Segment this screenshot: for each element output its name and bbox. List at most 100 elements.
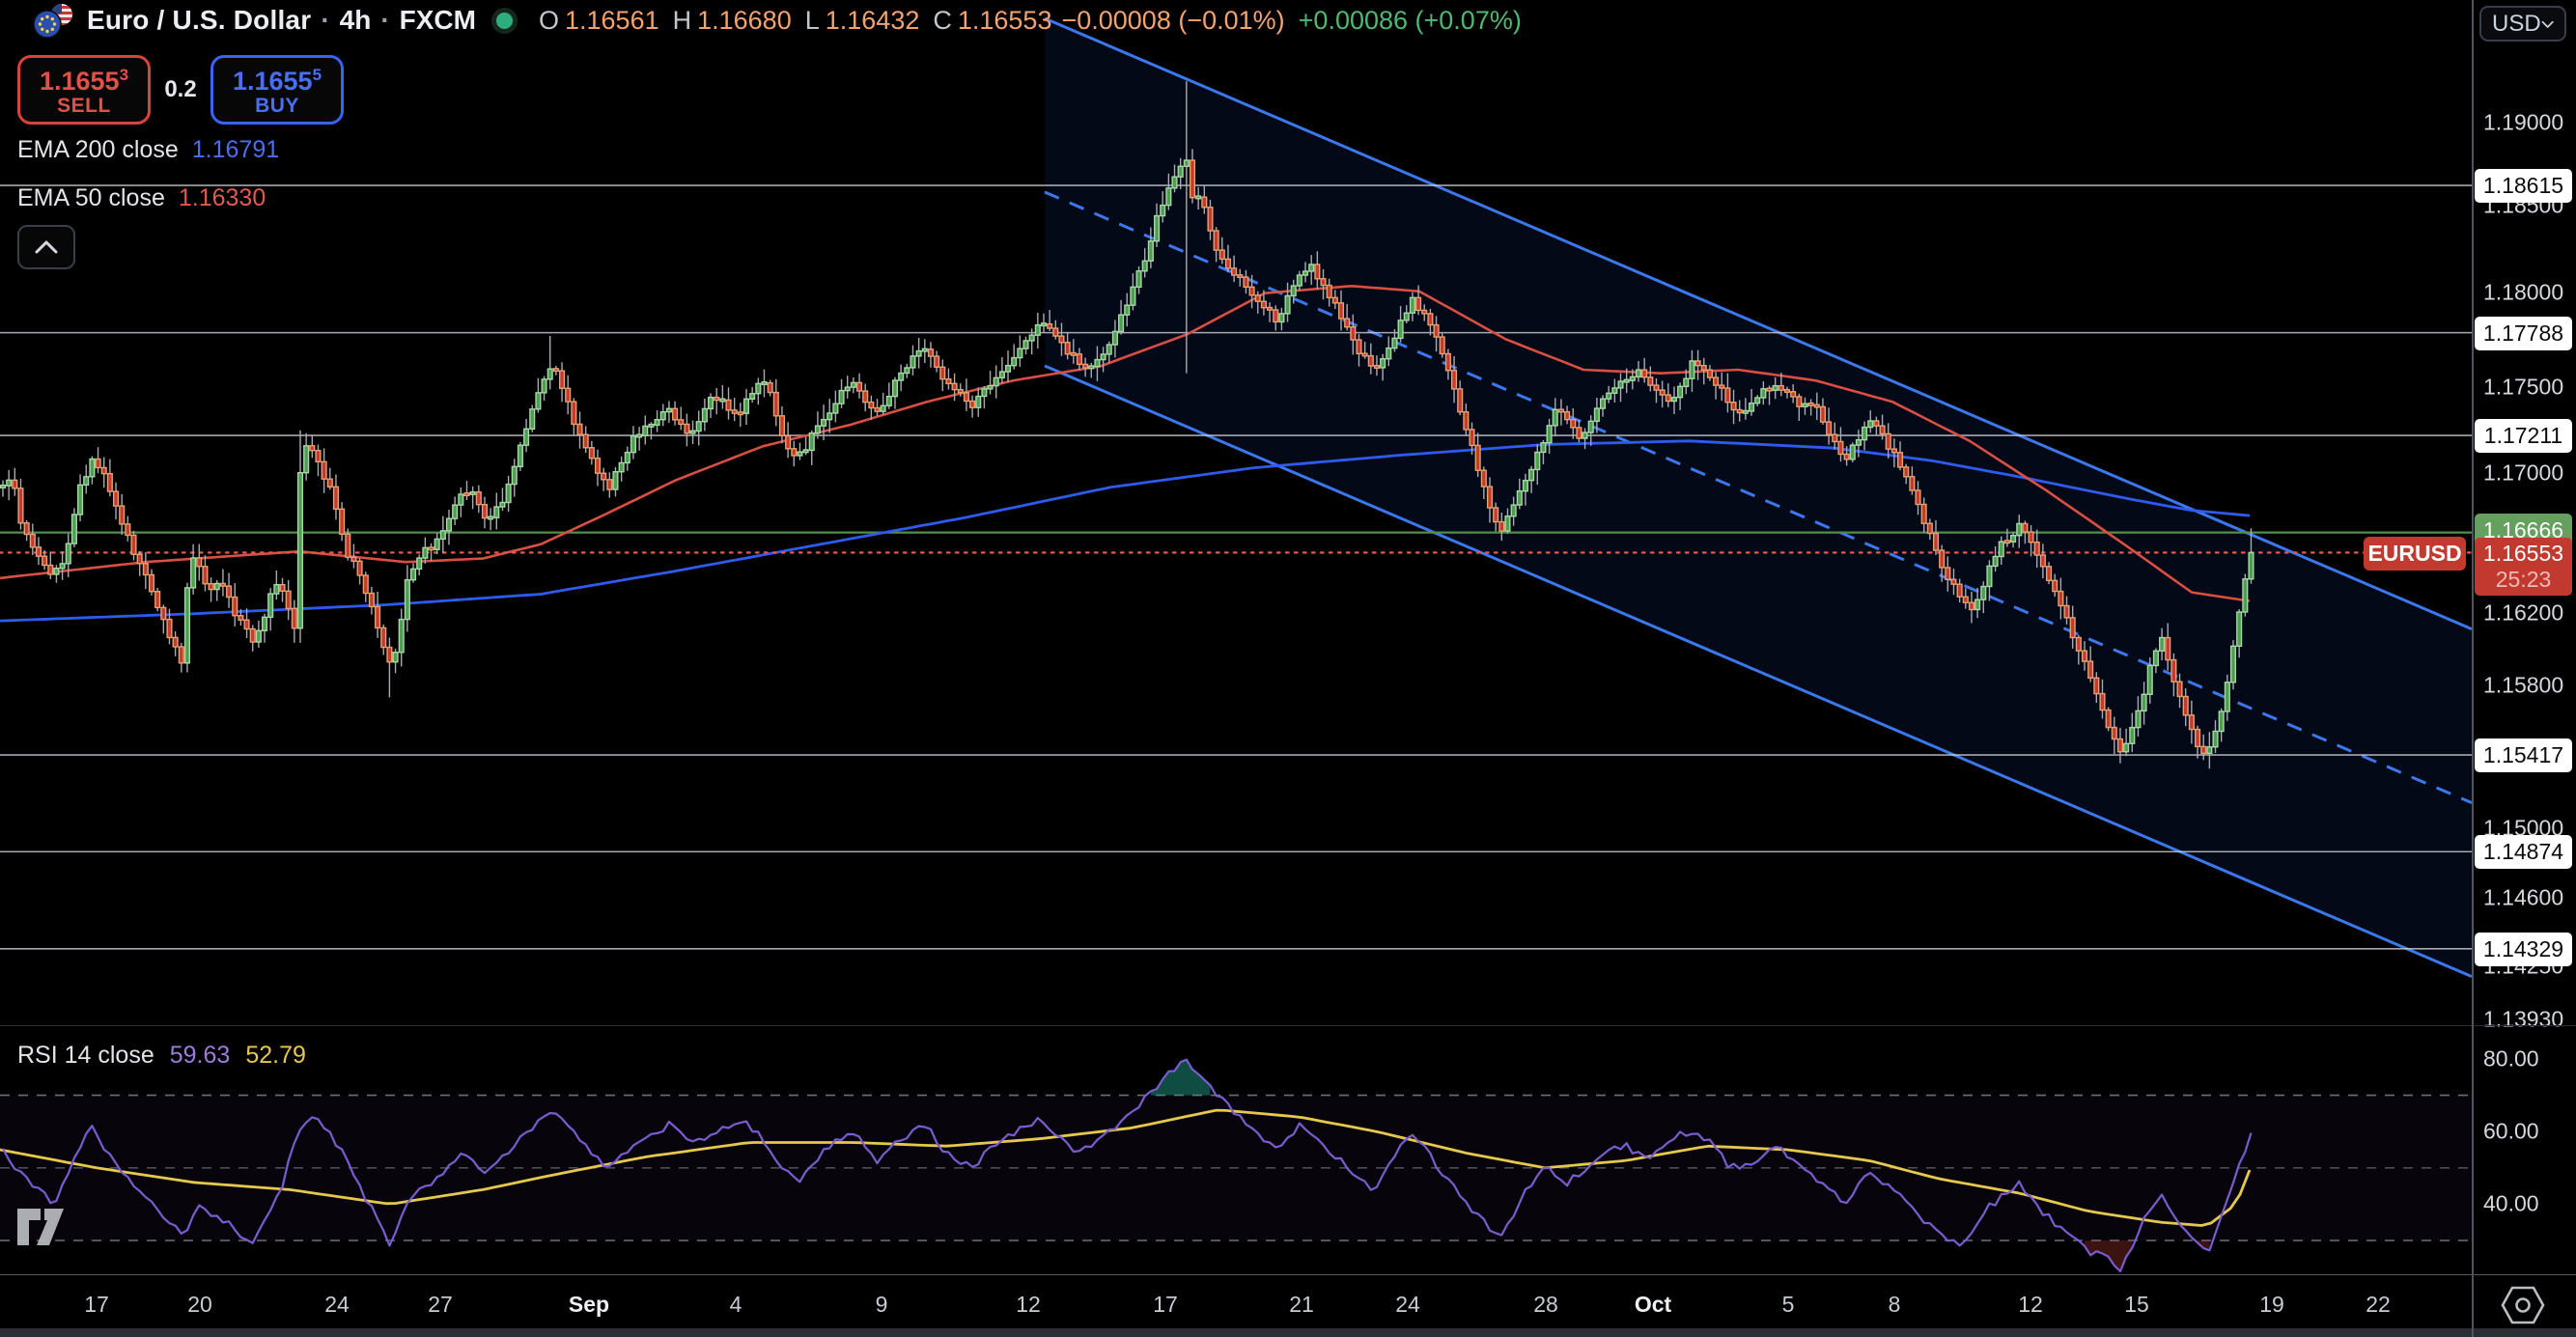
change-value: −0.00008 (−0.01%) — [1061, 5, 1285, 35]
time-tick-label: 24 — [1395, 1292, 1420, 1317]
price-tick-label: 1.19000 — [2483, 109, 2564, 135]
price-tick-label: 1.17500 — [2483, 374, 2564, 400]
rsi-tick-label: 80.00 — [2483, 1045, 2539, 1072]
time-tick-label: 20 — [187, 1292, 212, 1317]
rsi-ma-value: 52.79 — [245, 1042, 306, 1069]
low-label: L — [804, 5, 820, 35]
separator-dot: · — [380, 5, 390, 35]
ohlc-values: O 1.16561 H 1.16680 L 1.16432 C 1.16553 — [539, 6, 1051, 36]
time-tick-label: Oct — [1634, 1292, 1672, 1317]
ema50-legend[interactable]: EMA 50 close 1.16330 — [17, 184, 266, 212]
sell-price: 1.1655 — [39, 67, 120, 96]
exchange-button[interactable]: FXCM — [399, 5, 476, 35]
time-tick-label: 22 — [2366, 1292, 2391, 1317]
time-tick-label: 17 — [84, 1292, 109, 1317]
price-tick-label: 1.18000 — [2483, 279, 2564, 305]
time-tick-label: Sep — [568, 1292, 610, 1317]
collapse-legend-button[interactable] — [17, 225, 75, 269]
time-tick-label: 5 — [1781, 1292, 1795, 1317]
time-tick-label: 9 — [875, 1292, 888, 1317]
symbol-price-label[interactable]: EURUSD — [2364, 537, 2466, 571]
level-price-badge[interactable]: 1.14329 — [2475, 932, 2572, 966]
symbol-title-button[interactable]: Euro / U.S. Dollar — [87, 5, 312, 35]
open-value: 1.16561 — [565, 5, 659, 35]
trade-panel: 1.16553 SELL 0.2 1.16555 BUY — [17, 55, 344, 125]
price-tick-label: 1.15800 — [2483, 672, 2564, 698]
level-price-badge[interactable]: 1.18615 — [2475, 169, 2572, 204]
time-tick-label: 28 — [1533, 1292, 1558, 1317]
chart-canvas[interactable] — [0, 0, 2472, 1337]
chevron-up-icon — [35, 240, 58, 254]
time-tick-label: 8 — [1888, 1292, 1901, 1317]
symbol-header: Euro / U.S. Dollar · 4h · FXCM O 1.16561 … — [33, 3, 1522, 39]
rsi-tick-label: 60.00 — [2483, 1118, 2539, 1144]
bar-countdown: 25:23 — [2495, 567, 2552, 593]
level-price-badge[interactable]: 1.17788 — [2475, 316, 2572, 350]
ema50-label: EMA 50 close — [17, 184, 165, 211]
buy-price: 1.1655 — [232, 67, 313, 96]
market-status-icon[interactable] — [490, 7, 518, 34]
extended-change-value: +0.00086 (+0.07%) — [1298, 5, 1522, 35]
price-scale[interactable]: USD 1.19000 1.18500 1.18000 1.17500 1.17000 1… — [2472, 0, 2576, 1337]
time-tick-label: 12 — [1016, 1292, 1041, 1317]
time-tick-label: 19 — [2259, 1292, 2284, 1317]
ema200-value: 1.16791 — [191, 136, 280, 163]
rsi-value: 59.63 — [169, 1042, 231, 1069]
candles — [0, 81, 2254, 769]
ema200-label: EMA 200 close — [17, 136, 179, 163]
sell-label: SELL — [57, 95, 111, 117]
symbol-flags-icon — [33, 4, 72, 39]
trend-channel — [1044, 16, 2472, 978]
buy-price-sup: 5 — [312, 66, 322, 84]
ema50-value: 1.16330 — [178, 184, 266, 211]
time-tick-label: 27 — [428, 1292, 453, 1317]
time-axis[interactable]: 17 20 24 27 Sep 4 9 12 17 21 24 28 Oct 5 8 12 15 19 22 — [0, 1275, 2576, 1328]
level-price-badge[interactable]: 1.15417 — [2475, 738, 2572, 773]
level-price-badge[interactable]: 1.14874 — [2475, 835, 2572, 870]
close-label: C — [933, 5, 952, 35]
tradingview-logo-icon[interactable] — [15, 1205, 66, 1254]
time-tick-label: 4 — [729, 1292, 742, 1317]
horizontal-scrollbar[interactable] — [0, 1328, 2576, 1337]
scale-border — [2472, 0, 2474, 1337]
low-value: 1.16432 — [825, 5, 920, 35]
price-tick-label: 1.17000 — [2483, 460, 2564, 486]
rsi-label: RSI 14 close — [17, 1042, 154, 1069]
currency-selector[interactable]: USD — [2479, 6, 2566, 42]
ema200-legend[interactable]: EMA 200 close 1.16791 — [17, 136, 279, 164]
time-tick-label: 21 — [1289, 1292, 1314, 1317]
high-label: H — [672, 5, 692, 35]
spread-value: 0.2 — [164, 76, 197, 102]
price-levels — [0, 184, 2472, 950]
sell-price-sup: 3 — [119, 66, 129, 84]
axis-separator — [0, 1274, 2576, 1275]
open-label: O — [538, 5, 559, 35]
moving-averages — [0, 285, 2251, 623]
high-value: 1.16680 — [697, 5, 792, 35]
rsi-plot — [0, 1058, 2253, 1273]
rsi-legend[interactable]: RSI 14 close 59.63 52.79 — [17, 1042, 306, 1070]
rsi-tick-label: 40.00 — [2483, 1190, 2539, 1216]
price-tick-label: 1.14600 — [2483, 884, 2564, 910]
sell-button[interactable]: 1.16553 SELL — [17, 55, 151, 125]
time-tick-label: 24 — [324, 1292, 350, 1317]
buy-label: BUY — [255, 95, 299, 117]
current-price-badge[interactable]: 1.16553 25:23 — [2475, 538, 2572, 597]
interval-button[interactable]: 4h — [339, 5, 372, 35]
pane-separator[interactable] — [0, 1025, 2576, 1026]
currency-value: USD — [2492, 10, 2541, 37]
rsi-bands — [0, 1094, 2472, 1241]
price-tick-label: 1.13930 — [2483, 1006, 2564, 1032]
buy-button[interactable]: 1.16555 BUY — [210, 55, 344, 125]
time-tick-label: 12 — [2018, 1292, 2043, 1317]
price-tick-label: 1.16200 — [2483, 599, 2564, 626]
time-tick-label: 17 — [1153, 1292, 1178, 1317]
time-tick-label: 15 — [2124, 1292, 2149, 1317]
close-value: 1.16553 — [957, 5, 1052, 35]
level-price-badge[interactable]: 1.17211 — [2475, 419, 2572, 454]
separator-dot: · — [321, 5, 330, 35]
timezone-settings-icon[interactable] — [2497, 1282, 2549, 1328]
current-price-value: 1.16553 — [2482, 541, 2564, 567]
chevron-down-icon — [2541, 20, 2554, 28]
